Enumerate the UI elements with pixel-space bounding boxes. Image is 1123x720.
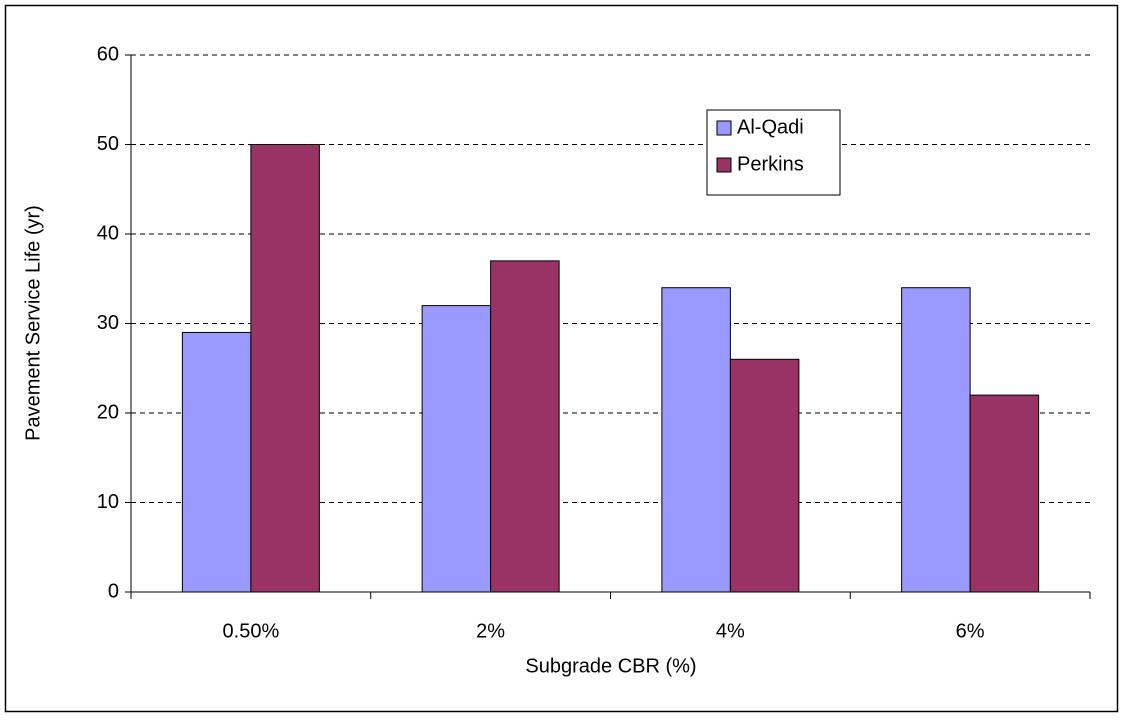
legend-label: Perkins [737, 153, 804, 175]
legend-label: Al-Qadi [737, 116, 804, 138]
y-tick-label: 20 [97, 401, 119, 423]
x-tick-label: 0.50% [223, 620, 280, 642]
legend-swatch [716, 120, 732, 136]
bar [969, 394, 1040, 593]
bar [490, 260, 560, 593]
y-tick-label: 30 [97, 312, 119, 334]
x-axis-label: Subgrade CBR (%) [525, 655, 696, 677]
x-tick-label: 4% [716, 620, 745, 642]
bar [421, 305, 492, 593]
x-tick-label: 6% [956, 620, 985, 642]
y-tick-label: 40 [97, 222, 119, 244]
y-tick-label: 60 [97, 43, 119, 65]
bar [250, 144, 320, 593]
y-axis-label: Pavement Service Life (yr) [22, 205, 44, 441]
y-tick-label: 50 [97, 133, 119, 155]
y-tick-label: 10 [97, 491, 119, 513]
bar [901, 287, 971, 593]
y-tick-label: 0 [108, 580, 119, 602]
bar [729, 358, 800, 593]
legend-swatch [716, 157, 732, 173]
bar [661, 287, 731, 593]
x-tick-label: 2% [476, 620, 505, 642]
bar [181, 331, 252, 593]
